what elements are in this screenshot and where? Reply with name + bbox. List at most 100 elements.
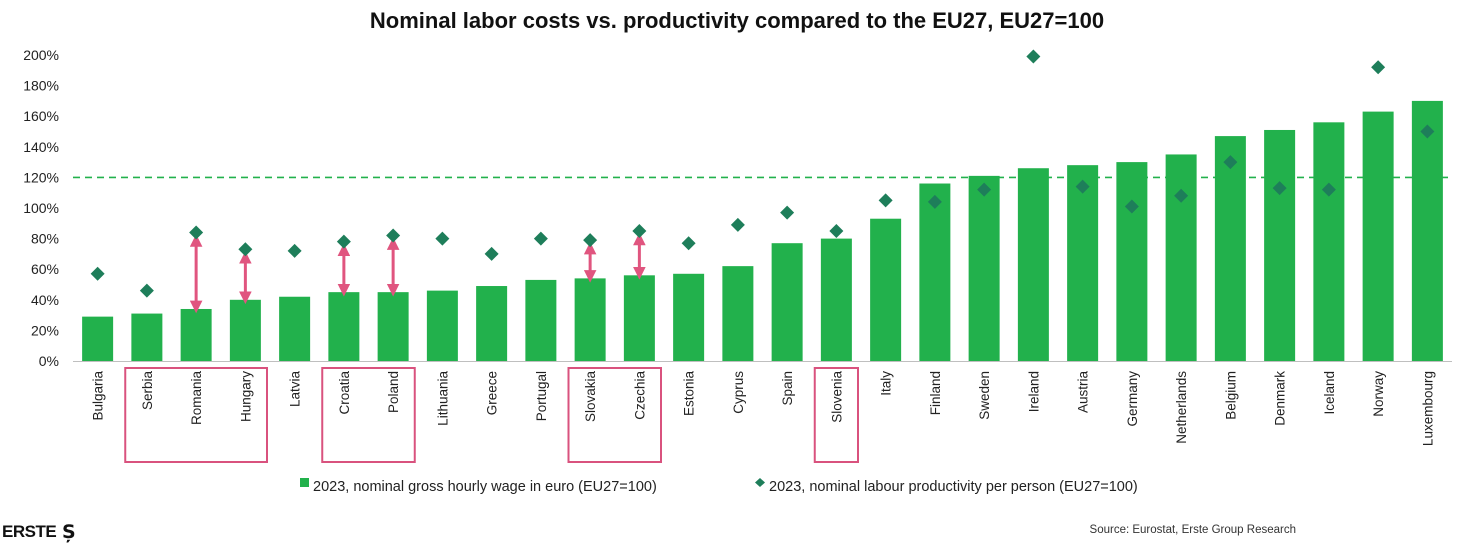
bar-slovenia [820,238,852,361]
x-tick-label: Slovenia [829,371,844,423]
x-tick-label: Ireland [1026,371,1041,412]
legend-label-productivity: 2023, nominal labour productivity per pe… [769,479,1138,495]
bar-norway [1362,111,1394,361]
highlight-box-slovakia [567,367,662,463]
bar-estonia [673,273,705,361]
bar-series [82,100,1443,362]
x-tick-label: Germany [1125,371,1140,427]
gap-arrows [189,232,646,314]
y-tick-label: 20% [31,322,59,338]
x-tick-label: Serbia [140,371,155,411]
x-tick-label: Greece [485,371,500,415]
source-note: Source: Eurostat, Erste Group Research [1090,524,1296,536]
x-tick-label: Czechia [632,371,647,420]
x-tick-label: Poland [386,371,401,413]
bar-italy [870,218,902,361]
point-hungary [238,242,253,257]
point-slovakia [583,233,598,248]
logo-text: ERSTE [2,522,56,541]
bar-czechia [623,275,655,361]
point-ireland [1026,49,1041,64]
y-tick-label: 120% [23,169,59,185]
point-latvia [287,243,302,258]
x-tick-label: Croatia [337,371,352,415]
x-tick-label: Norway [1371,371,1386,417]
x-tick-label: Romania [189,371,204,426]
chart-title: Nominal labor costs vs. productivity com… [370,8,1104,33]
legend-bar-swatch [300,478,309,487]
point-croatia [336,234,351,249]
y-tick-label: 60% [31,261,59,277]
bar-croatia [328,292,360,361]
point-germany [1124,199,1139,214]
y-tick-label: 0% [39,353,59,369]
bar-germany [1116,162,1148,361]
x-tick-label: Netherlands [1174,371,1189,444]
bar-austria [1067,165,1099,361]
point-sweden [977,182,992,197]
point-serbia [139,283,154,298]
point-portugal [533,231,548,246]
bar-iceland [1313,122,1345,361]
point-spain [780,205,795,220]
legend-diamond-swatch [755,478,765,487]
y-tick-label: 180% [23,78,59,94]
x-tick-label: Belgium [1223,371,1238,420]
bar-netherlands [1165,154,1197,361]
y-tick-label: 140% [23,139,59,155]
bar-finland [919,183,951,361]
logo-mark-icon: Ș [62,521,76,543]
x-tick-label: Portugal [534,371,549,421]
bar-denmark [1264,129,1296,361]
highlight-boxes [124,367,859,463]
point-poland [386,228,401,243]
y-tick-label: 100% [23,200,59,216]
point-finland [927,194,942,209]
point-lithuania [435,231,450,246]
x-tick-label: Sweden [977,371,992,420]
bar-luxembourg [1411,100,1443,362]
y-tick-label: 200% [23,47,59,63]
bar-sweden [968,175,1000,361]
bar-greece [476,286,508,361]
point-austria [1075,179,1090,194]
legend-label-wage: 2023, nominal gross hourly wage in euro … [313,479,657,495]
bar-slovakia [574,278,606,361]
erste-logo: ERSTE Ș [2,521,76,543]
point-czechia [632,223,647,238]
x-tick-label: Italy [879,371,894,396]
y-axis: 0% 20% 40% 60% 80% 100% 120% 140% 160% 180% 200% [23,47,59,369]
point-cyprus [730,217,745,232]
point-iceland [1321,182,1336,197]
bar-poland [377,292,409,361]
x-axis: Bulgaria Serbia Romania Hungary Latvia Croati… [73,361,1452,446]
point-italy [878,193,893,208]
bar-belgium [1214,136,1246,361]
highlight-box-serbia [124,367,268,463]
point-norway [1371,60,1386,75]
x-tick-label: Latvia [288,371,303,408]
point-netherlands [1174,188,1189,203]
x-tick-label: Luxembourg [1420,371,1435,446]
x-tick-label: Spain [780,371,795,406]
point-estonia [681,236,696,251]
bar-ireland [1017,168,1049,361]
point-denmark [1272,181,1287,196]
bar-lithuania [426,290,458,361]
point-slovenia [829,223,844,238]
bar-cyprus [722,266,754,361]
point-greece [484,246,499,261]
bar-bulgaria [82,316,114,361]
point-romania [189,225,204,240]
point-luxembourg [1420,124,1435,139]
x-tick-label: Lithuania [435,371,450,426]
bar-hungary [229,299,261,361]
highlight-box-slovenia [813,367,859,463]
x-tick-label: Finland [928,371,943,415]
legend: 2023, nominal gross hourly wage in euro … [300,478,1138,495]
bar-spain [771,243,803,361]
bar-serbia [131,313,163,361]
point-bulgaria [90,266,105,281]
y-tick-label: 80% [31,231,59,247]
